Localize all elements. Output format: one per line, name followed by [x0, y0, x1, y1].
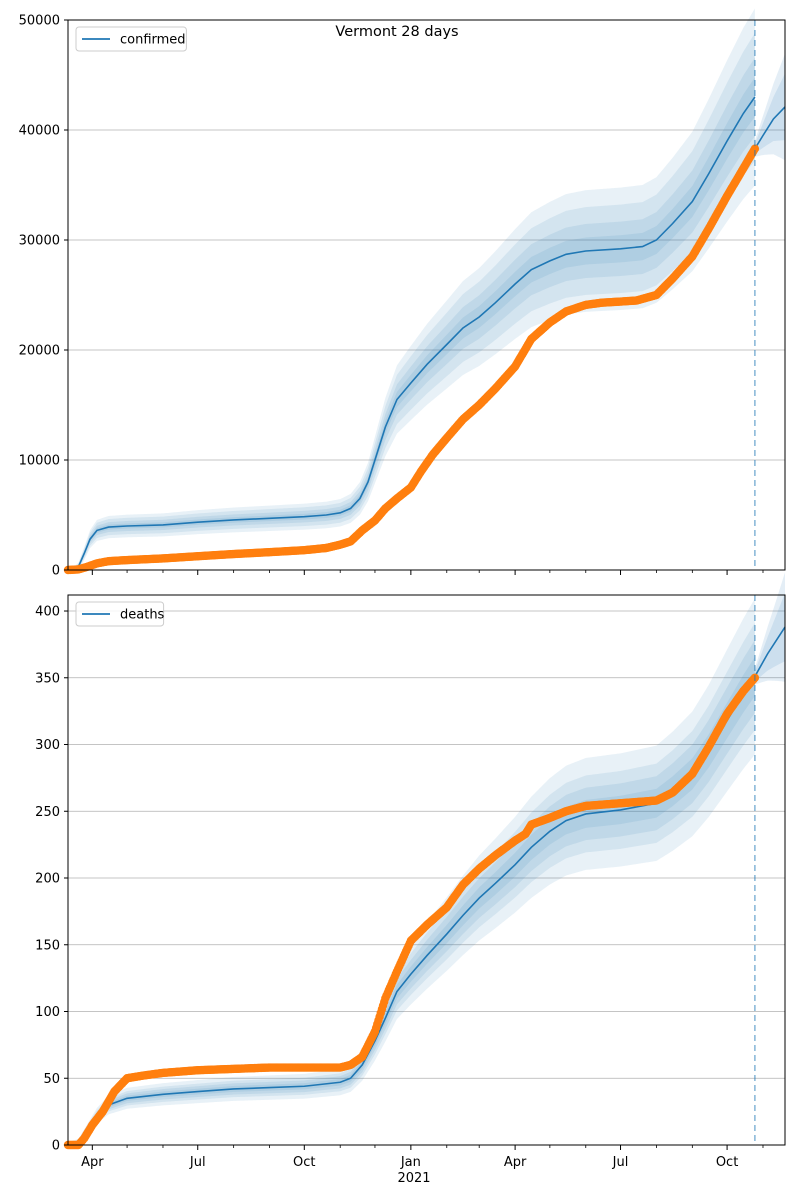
deaths-panel: 0 50 100 150 200 250 300 350 400 Apr Jul Oct Jan Apr J… [35, 572, 786, 1170]
confirmed-legend-box [75, 26, 187, 52]
confirmed-uncertainty-band [68, 57, 755, 570]
deaths-uncertainty-band [68, 639, 755, 1145]
confirmed-legend-label: confirmed [120, 33, 186, 48]
confirmed-forecast-band [754, 53, 785, 161]
confirmed-y-tick-label: 0 [52, 564, 60, 579]
deaths-forecast-band [754, 592, 785, 682]
confirmed-y-tick-label: 20000 [19, 344, 60, 359]
deaths-legend: deaths [75, 601, 165, 627]
confirmed-y-tick-label: 30000 [19, 234, 60, 249]
deaths-x-tick-label: Apr [504, 1155, 527, 1170]
deaths-x-tick-label: Oct [716, 1155, 738, 1170]
deaths-forecast-band [754, 572, 785, 685]
deaths-uncertainty-band [68, 598, 755, 1145]
deaths-legend-box [75, 601, 165, 627]
deaths-y-tick-label: 0 [52, 1139, 60, 1154]
deaths-y-tick-label: 200 [35, 872, 60, 887]
confirmed-panel: 0 10000 20000 30000 40000 50000 confirmed [19, 8, 786, 579]
confirmed-model-line [68, 96, 786, 571]
confirmed-forecast-band [754, 73, 785, 154]
deaths-y-tick-label: 50 [43, 1072, 60, 1087]
confirmed-observed-point [750, 144, 760, 153]
confirmed-bands [68, 8, 785, 571]
deaths-x-tick-label: Oct [293, 1155, 315, 1170]
deaths-axes-frame [67, 594, 786, 1146]
confirmed-legend: confirmed [75, 26, 187, 52]
deaths-x-tick-label: Jul [189, 1155, 206, 1170]
deaths-observed-points [63, 673, 760, 1150]
deaths-uncertainty-band [68, 656, 755, 1145]
deaths-bands [68, 572, 785, 1145]
confirmed-axes-frame [67, 19, 786, 571]
deaths-y-tick-label: 350 [35, 671, 60, 686]
x-axis-year-label: 2021 [397, 1171, 430, 1186]
deaths-x-tick-label: Jul [612, 1155, 629, 1170]
deaths-model-line [67, 626, 786, 1146]
confirmed-axes: 0 10000 20000 30000 40000 50000 [19, 14, 786, 579]
figure-title: Vermont 28 days [335, 24, 458, 40]
deaths-x-tick-label: Jan [400, 1155, 421, 1170]
confirmed-y-tick-label: 10000 [19, 454, 60, 469]
deaths-y-tick-label: 100 [35, 1005, 60, 1020]
confirmed-model-series [68, 96, 756, 571]
deaths-axes: 0 50 100 150 200 250 300 350 400 Apr Jul Oct Jan Apr J… [35, 594, 786, 1170]
deaths-y-tick-label: 150 [35, 938, 60, 953]
deaths-forecast-series [754, 626, 786, 677]
confirmed-observed-points [63, 144, 760, 575]
confirmed-y-tick-label: 40000 [19, 124, 60, 139]
deaths-y-tick-label: 300 [35, 738, 60, 753]
deaths-uncertainty-band [68, 622, 755, 1145]
deaths-y-tick-label: 400 [35, 605, 60, 620]
confirmed-uncertainty-band [68, 77, 755, 570]
deaths-x-tick-label: Apr [81, 1155, 104, 1170]
deaths-grid [68, 610, 785, 1079]
confirmed-forecast-series [754, 106, 786, 150]
confirmed-uncertainty-band [68, 8, 755, 570]
deaths-y-tick-label: 250 [35, 805, 60, 820]
deaths-legend-label: deaths [120, 608, 165, 623]
confirmed-y-tick-label: 50000 [19, 14, 60, 29]
